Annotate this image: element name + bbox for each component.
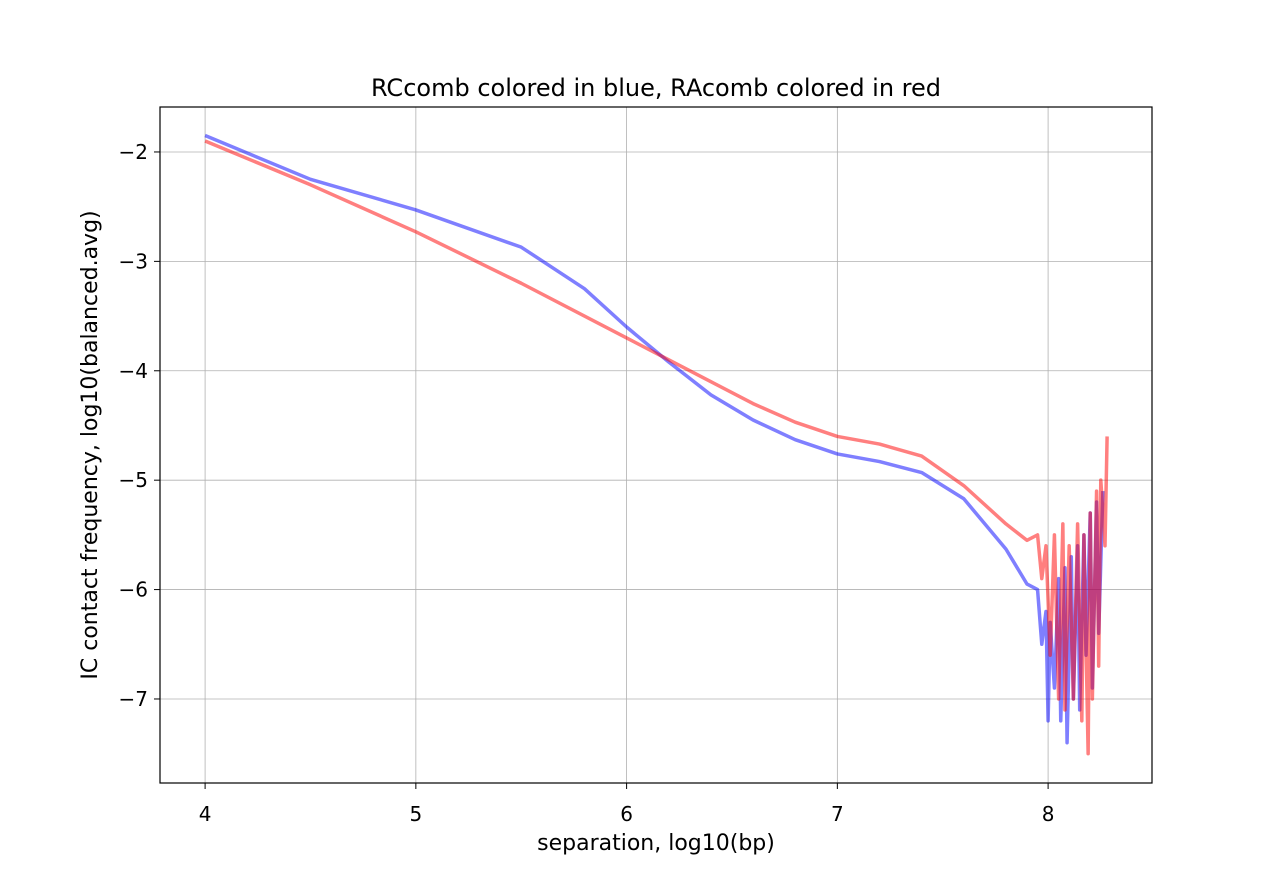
x-tick-label: 8 — [1042, 802, 1055, 826]
x-tick-label: 7 — [831, 802, 844, 826]
x-tick-label: 6 — [620, 802, 633, 826]
y-axis-label: IC contact frequency, log10(balanced.avg… — [78, 210, 103, 679]
data-line — [204, 139, 1109, 756]
y-tick-label: −6 — [119, 578, 148, 602]
y-tick-label: −7 — [119, 687, 148, 711]
x-axis-label: separation, log10(bp) — [537, 831, 775, 856]
plot-area — [204, 133, 1109, 756]
x-tick-label: 5 — [409, 802, 422, 826]
x-tick-label: 4 — [199, 802, 212, 826]
y-tick-label: −2 — [119, 140, 148, 164]
ticks: 4 5 6 7 8 −2 −3 −4 −5 −6 −7 — [119, 140, 1055, 826]
y-tick-label: −4 — [119, 359, 148, 383]
grid — [160, 107, 1152, 783]
chart-title: RCcomb colored in blue, RAcomb colored i… — [371, 74, 941, 102]
axes-frame — [159, 106, 1153, 784]
y-tick-label: −3 — [119, 249, 148, 273]
y-tick-label: −5 — [119, 468, 148, 492]
